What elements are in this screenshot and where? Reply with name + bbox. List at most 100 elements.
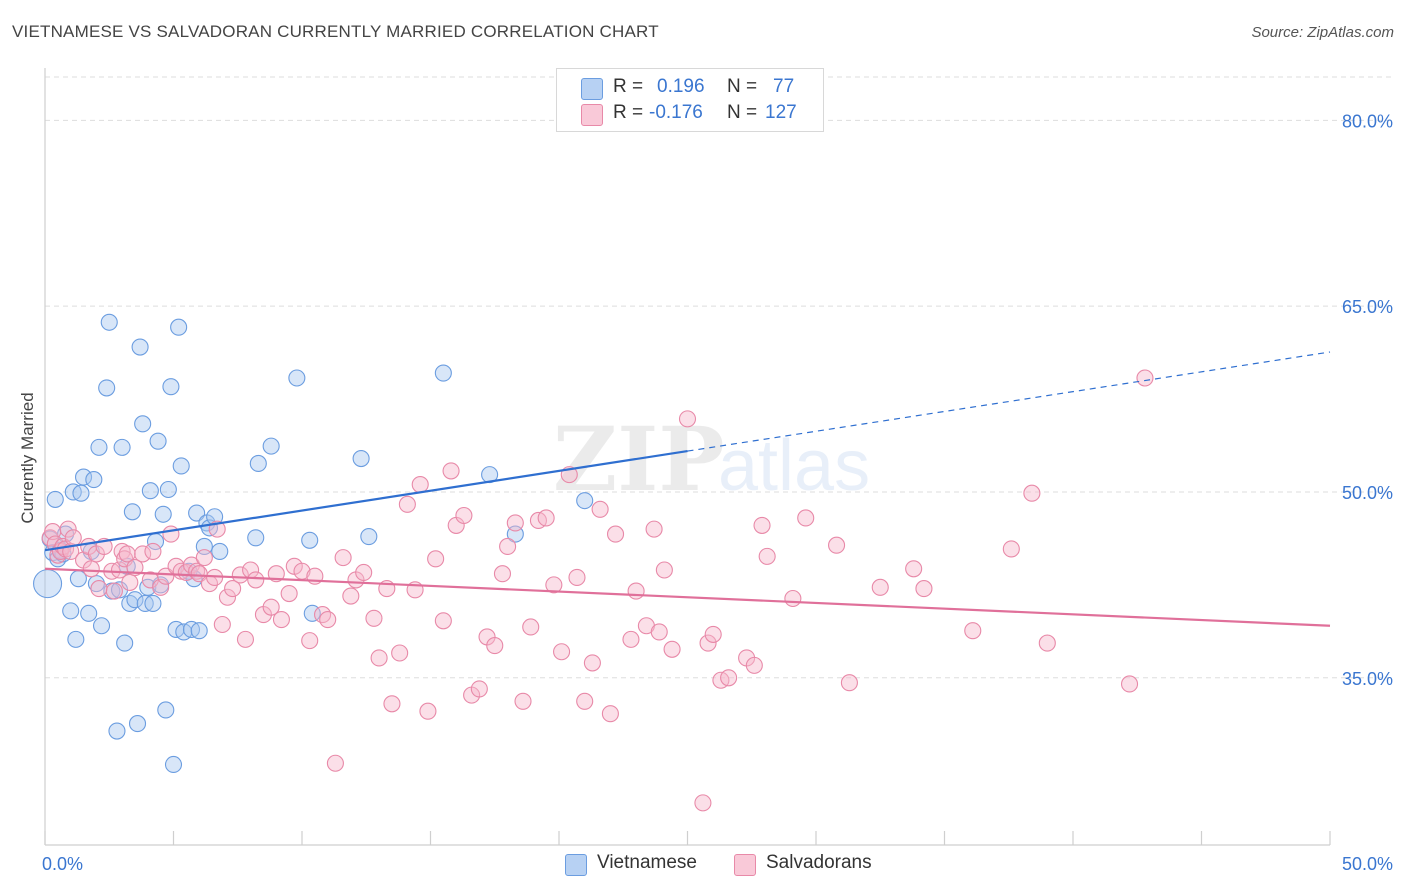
- point-vietnamese: [352, 449, 370, 468]
- point-salvadorans: [645, 520, 663, 538]
- point-salvadorans: [301, 632, 319, 650]
- point-salvadorans: [905, 560, 923, 578]
- point-salvadorans: [236, 630, 255, 648]
- point-vietnamese: [98, 379, 116, 397]
- point-salvadorans: [545, 576, 563, 594]
- point-vietnamese: [33, 569, 63, 599]
- point-vietnamese: [170, 318, 188, 336]
- trend-line-salvadorans: [44, 567, 1331, 627]
- r-value: -0.176: [649, 102, 703, 123]
- point-salvadorans: [784, 589, 802, 608]
- point-salvadorans: [828, 536, 846, 554]
- point-salvadorans: [355, 563, 373, 582]
- point-salvadorans: [1136, 369, 1154, 387]
- point-salvadorans: [427, 550, 445, 568]
- point-vietnamese: [113, 438, 131, 456]
- point-salvadorans: [699, 634, 717, 652]
- point-salvadorans: [663, 640, 681, 658]
- point-vietnamese: [159, 480, 177, 499]
- trend-line-vietnamese-extension: [687, 351, 1331, 452]
- point-salvadorans: [195, 549, 213, 567]
- point-salvadorans: [411, 475, 429, 494]
- points: [33, 313, 1154, 812]
- point-salvadorans: [370, 649, 388, 667]
- point-vietnamese: [162, 378, 180, 396]
- stats-box: R = 0.196 N = 77 R = -0.176 N = 127: [556, 68, 824, 132]
- legend-swatch-pink: [734, 854, 756, 876]
- point-vietnamese: [128, 715, 147, 733]
- point-salvadorans: [964, 622, 982, 640]
- point-salvadorans: [650, 623, 668, 641]
- point-vietnamese: [85, 471, 103, 489]
- r-label: R =: [613, 76, 644, 97]
- point-salvadorans: [753, 516, 771, 534]
- point-salvadorans: [82, 560, 100, 578]
- point-salvadorans: [537, 509, 555, 527]
- point-salvadorans: [493, 565, 512, 583]
- point-vietnamese: [249, 454, 267, 473]
- point-salvadorans: [745, 656, 763, 674]
- grid: [45, 76, 1392, 679]
- trend-lines: [44, 351, 1331, 627]
- point-vietnamese: [144, 594, 162, 613]
- point-salvadorans: [568, 568, 586, 586]
- point-salvadorans: [434, 612, 452, 630]
- point-vietnamese: [301, 531, 319, 549]
- n-label: N =: [727, 76, 758, 97]
- point-salvadorans: [162, 525, 180, 543]
- point-vietnamese: [80, 604, 98, 622]
- point-vietnamese: [190, 622, 208, 640]
- point-vietnamese: [62, 602, 80, 620]
- point-salvadorans: [267, 565, 285, 583]
- point-vietnamese: [131, 338, 149, 356]
- watermark-atlas: atlas: [718, 426, 870, 506]
- point-salvadorans: [134, 545, 152, 563]
- point-salvadorans: [314, 606, 332, 624]
- point-salvadorans: [871, 578, 889, 596]
- y-tick-label: 50.0%: [1342, 483, 1393, 503]
- r-value: 0.196: [657, 76, 705, 97]
- axes: [44, 68, 1331, 846]
- r-label: R =: [613, 102, 644, 123]
- point-salvadorans: [152, 578, 170, 596]
- point-salvadorans: [514, 692, 532, 710]
- trend-line-vietnamese: [44, 450, 688, 552]
- stats-swatch-pink: [581, 104, 603, 126]
- point-salvadorans: [442, 462, 460, 480]
- legend-label: Salvadorans: [766, 852, 872, 873]
- point-salvadorans: [470, 680, 488, 698]
- point-salvadorans: [272, 611, 290, 629]
- point-vietnamese: [154, 505, 172, 523]
- point-salvadorans: [280, 584, 298, 603]
- point-salvadorans: [319, 611, 337, 629]
- point-vietnamese: [141, 482, 159, 500]
- point-vietnamese: [211, 542, 229, 560]
- point-vietnamese: [188, 504, 206, 522]
- point-salvadorans: [1023, 484, 1041, 502]
- n-value: 127: [765, 102, 797, 123]
- point-salvadorans: [224, 580, 242, 598]
- point-salvadorans: [694, 794, 712, 812]
- point-salvadorans: [1002, 540, 1020, 558]
- point-salvadorans: [583, 654, 601, 672]
- point-salvadorans: [797, 509, 815, 527]
- point-vietnamese: [116, 634, 134, 652]
- point-vietnamese: [434, 364, 452, 382]
- legend-swatch-blue: [565, 854, 587, 876]
- point-salvadorans: [419, 702, 437, 720]
- y-tick-label: 80.0%: [1342, 111, 1393, 131]
- point-salvadorans: [627, 582, 645, 600]
- point-vietnamese: [90, 438, 108, 456]
- point-salvadorans: [576, 692, 594, 710]
- point-salvadorans: [383, 695, 401, 713]
- point-vietnamese: [67, 630, 85, 648]
- point-salvadorans: [64, 529, 82, 547]
- point-salvadorans: [247, 571, 265, 589]
- point-salvadorans: [678, 410, 697, 428]
- point-vietnamese: [75, 468, 93, 486]
- point-salvadorans: [720, 669, 738, 687]
- point-salvadorans: [601, 705, 619, 723]
- point-salvadorans: [486, 637, 504, 655]
